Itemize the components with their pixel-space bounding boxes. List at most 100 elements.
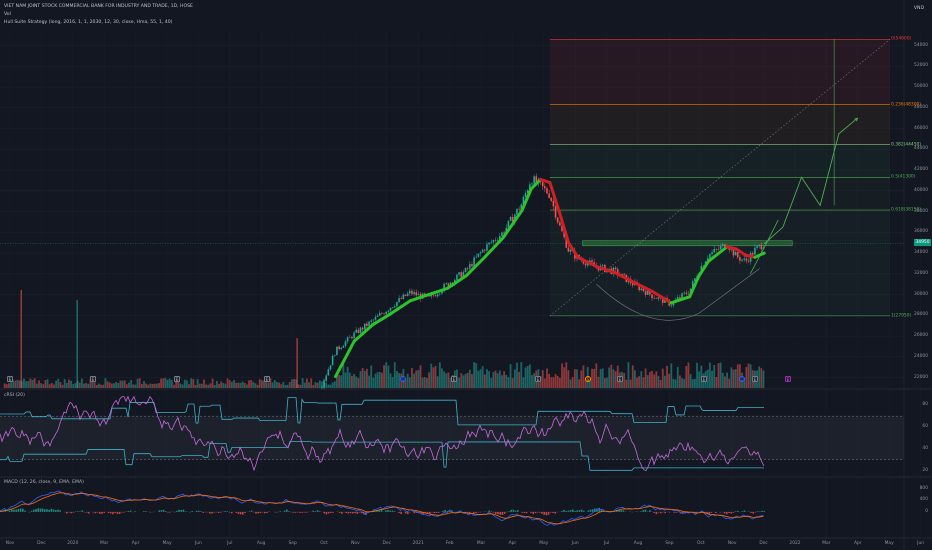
volume-bar: [706, 369, 709, 388]
event-marker[interactable]: E: [617, 376, 623, 382]
volume-bar: [569, 379, 572, 388]
candle-body: [507, 220, 510, 228]
time-axis-label: 2022: [789, 541, 801, 546]
macd-histogram-bar: [169, 511, 171, 513]
macd-histogram-bar: [754, 511, 757, 513]
volume-bar: [155, 383, 158, 388]
volume-bar: [241, 381, 244, 388]
macd-histogram-bar: [589, 509, 592, 512]
event-marker[interactable]: E: [90, 376, 96, 382]
volume-bar: [760, 368, 763, 388]
macd-histogram-bar: [442, 510, 444, 512]
macd-histogram-bar: [77, 511, 79, 512]
macd-histogram-bar: [99, 511, 101, 514]
volume-bar: [430, 363, 433, 388]
hull-ma-segment: [389, 299, 412, 315]
candle-body: [561, 225, 563, 232]
volume-bar: [147, 384, 150, 388]
volume-bar: [709, 362, 711, 388]
volume-bar: [501, 375, 503, 388]
volume-bar: [471, 374, 473, 388]
trend-line: [549, 39, 891, 317]
volume-bar: [38, 380, 40, 388]
split-marker[interactable]: S: [585, 376, 591, 382]
volume-bar: [179, 383, 182, 388]
volume-bar: [505, 374, 508, 388]
hull-ma-segment: [427, 286, 449, 297]
candle-body: [546, 188, 548, 194]
time-axis-label: Jun: [917, 541, 925, 546]
macd-histogram-bar: [393, 511, 396, 512]
time-axis-label: 2021: [412, 541, 424, 546]
volume-bar: [567, 370, 570, 388]
price-axis-label: 50000: [914, 84, 928, 90]
hull-ma-segment: [688, 274, 701, 299]
candle-body: [582, 260, 585, 264]
candle-body: [591, 260, 593, 263]
event-marker[interactable]: E: [701, 376, 707, 382]
candle-body: [376, 315, 379, 317]
macd-histogram-bar: [655, 511, 658, 515]
volume-bar: [68, 379, 70, 388]
macd-histogram-bar: [536, 511, 539, 513]
volume-bar: [734, 369, 737, 388]
time-axis-label: May: [539, 541, 549, 546]
event-marker[interactable]: E: [535, 376, 541, 382]
volume-bar: [601, 368, 604, 388]
candle-body: [359, 327, 362, 333]
dividend-marker[interactable]: D: [739, 376, 745, 382]
candle-body: [473, 257, 475, 267]
macd-histogram-bar: [649, 510, 651, 512]
breakout-arrow: [749, 219, 779, 275]
volume-bar: [340, 375, 343, 388]
macd-histogram-bar: [165, 511, 167, 512]
candle-body: [387, 310, 390, 312]
macd-histogram-bar: [250, 510, 253, 512]
crsi-pane-label[interactable]: cRSI (20): [4, 393, 25, 398]
volume-bar: [441, 368, 443, 388]
strategy-indicator-label[interactable]: Hull Suite Strategy (long, 2016, 1, 1, 2…: [4, 20, 173, 25]
macd-histogram-bar: [455, 511, 457, 513]
volume-bar: [661, 368, 664, 388]
event-marker[interactable]: E: [752, 376, 758, 382]
candle-body: [479, 252, 482, 254]
event-marker[interactable]: E: [7, 376, 13, 382]
volume-bar: [233, 379, 235, 388]
volume-bar: [299, 384, 302, 388]
macd-histogram-bar: [182, 509, 185, 512]
macd-histogram-bar: [292, 511, 295, 513]
volume-bar: [670, 363, 673, 388]
macd-histogram-bar: [473, 511, 475, 514]
future-event-marker[interactable]: E: [785, 376, 791, 382]
macd-histogram-bar: [620, 510, 622, 512]
volume-bar: [625, 379, 628, 388]
macd-histogram-bar: [510, 509, 512, 512]
time-axis-label: Mar: [100, 541, 109, 546]
volume-bar: [123, 380, 126, 388]
volume-bar: [173, 384, 175, 388]
macd-histogram-bar: [488, 510, 490, 512]
volume-bar: [87, 383, 90, 388]
macd-histogram-bar: [466, 511, 468, 513]
event-marker[interactable]: E: [451, 376, 457, 382]
macd-histogram-bar: [13, 509, 15, 512]
event-marker[interactable]: E: [264, 376, 270, 382]
macd-pane-label[interactable]: MACD (12, 26, close, 9, EMA, EMA): [4, 480, 84, 485]
volume-indicator-label[interactable]: Vol: [4, 12, 11, 17]
dividend-marker[interactable]: D: [400, 376, 406, 382]
candle-body: [702, 265, 705, 267]
volume-bar: [477, 370, 480, 388]
symbol-title[interactable]: VIET NAM JOINT STOCK COMMERCIAL BANK FOR…: [4, 4, 193, 9]
volume-bar: [554, 374, 557, 388]
volume-bar: [252, 381, 255, 388]
macd-histogram-bar: [55, 510, 57, 512]
macd-histogram-bar: [88, 511, 90, 514]
candle-body: [509, 216, 512, 221]
hull-ma-segment: [557, 210, 571, 245]
macd-histogram-bar: [198, 510, 200, 512]
hull-ma-segment: [371, 311, 393, 327]
macd-histogram-bar: [312, 510, 314, 512]
event-marker[interactable]: E: [174, 376, 180, 382]
volume-bar: [329, 384, 332, 388]
